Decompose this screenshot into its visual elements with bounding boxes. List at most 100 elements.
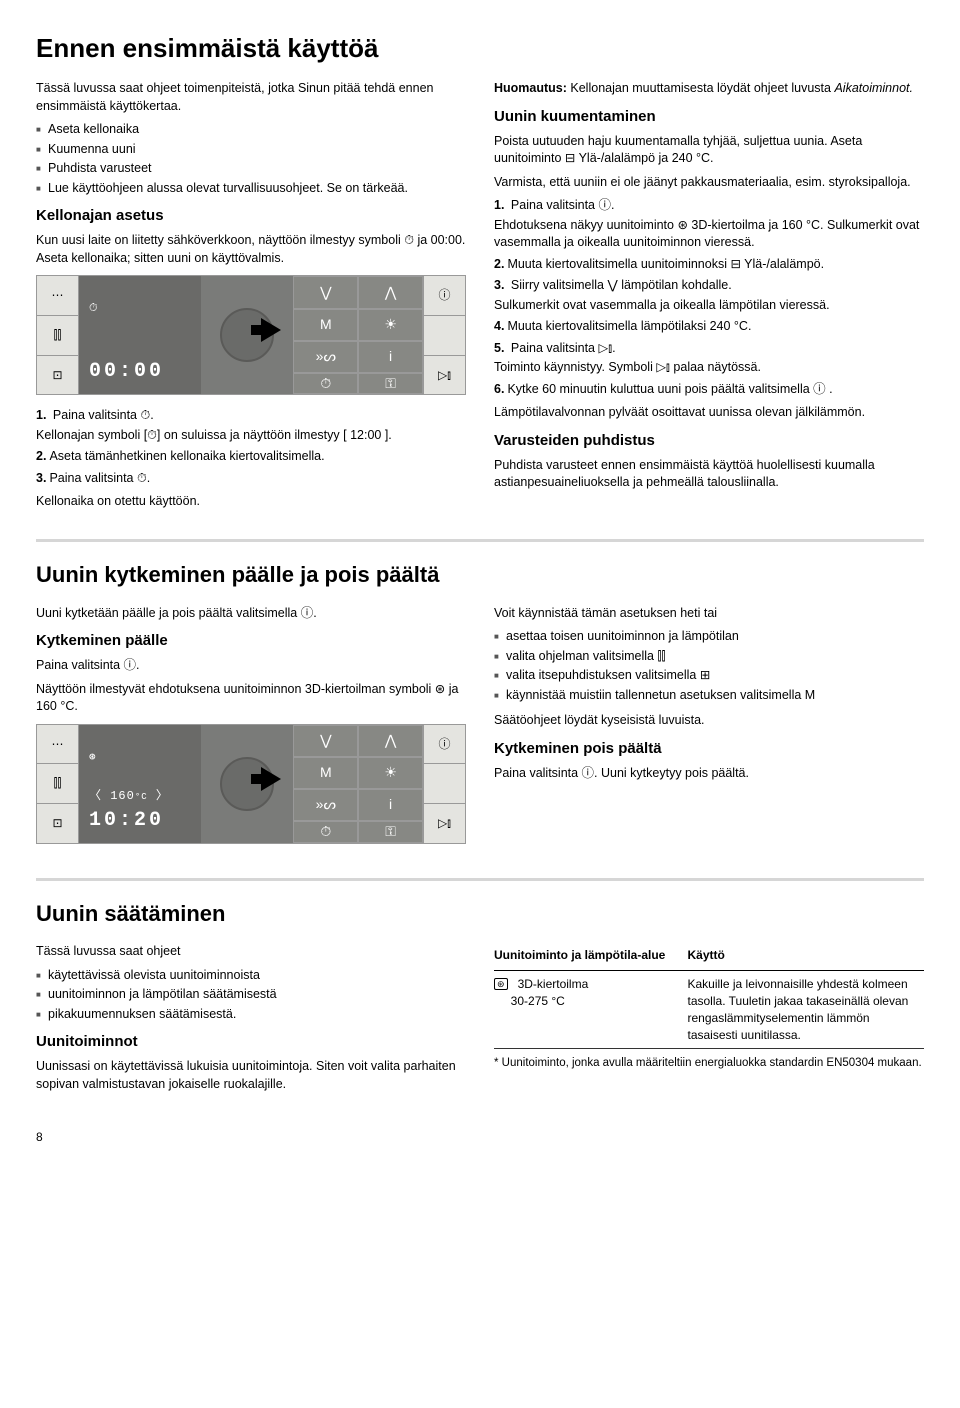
step-sub: Ehdotuksena näkyy uunitoiminto ⊛ 3D-kier… xyxy=(494,217,924,252)
step: Aseta tämänhetkinen kellonaika kiertoval… xyxy=(36,448,466,466)
panel-btn-blank xyxy=(424,316,465,356)
control-panel-1: ⋯ ⫿⫿ ⊡ ⏱ 00:00 ⋁ ⋀ M ☀ »ᔕ i ⏱ xyxy=(36,275,466,395)
up-icon: ⋀ xyxy=(358,725,423,757)
varust-p: Puhdista varusteet ennen ensimmäistä käy… xyxy=(494,457,924,492)
fan-icon: ⊛ xyxy=(89,751,96,766)
m-icon: M xyxy=(293,309,358,341)
p-kello: Kun uusi laite on liitetty sähköverkkoon… xyxy=(36,232,466,267)
bullet: käynnistää muistiin tallennetun asetukse… xyxy=(494,687,924,705)
panel-btn-prog: ⫿⫿ xyxy=(37,764,78,804)
step: Paina valitsinta ⏱. Kellonajan symboli [… xyxy=(36,407,466,444)
control-panel-2: ⋯ ⫿⫿ ⊡ ⊛ 〈 160°C 〉 10:20 ⋁ ⋀ M ☀ »ᔕ xyxy=(36,724,466,844)
step-text: Siirry valitsimella ⋁ lämpötilan kohdall… xyxy=(511,278,732,292)
bullet: uunitoiminnon ja lämpötilan säätämisestä xyxy=(36,986,466,1004)
step-text: Paina valitsinta ⓘ. xyxy=(511,198,615,212)
up-icon: ⋀ xyxy=(358,276,423,308)
step-text: Paina valitsinta ⏱. xyxy=(53,408,154,422)
heading-on: Kytkeminen päälle xyxy=(36,630,466,651)
panel2-time: 10:20 xyxy=(89,807,191,835)
panel1-time: 00:00 xyxy=(89,358,191,386)
step: Paina valitsinta ⓘ. Ehdotuksena näkyy uu… xyxy=(494,197,924,252)
bullet: Aseta kellonaika xyxy=(36,121,466,139)
s1-intro: Tässä luvussa saat ohjeet toimenpiteistä… xyxy=(36,80,466,115)
step: Muuta kiertovalitsimella lämpötilaksi 24… xyxy=(494,318,924,336)
panel-btn-clean: ⊡ xyxy=(37,356,78,395)
section3-title: Uunin säätäminen xyxy=(36,899,924,930)
mode-icon: ⊛ xyxy=(494,978,508,990)
th-use: Käyttö xyxy=(688,943,925,970)
bullet: Lue käyttöohjeen alussa olevat turvallis… xyxy=(36,180,466,198)
section1-title: Ennen ensimmäistä käyttöä xyxy=(36,30,924,66)
info-icon: i xyxy=(358,341,423,373)
page-number: 8 xyxy=(36,1129,924,1146)
func-p: Uunissasi on käytettävissä lukuisia uuni… xyxy=(36,1058,466,1093)
heading-varusteiden: Varusteiden puhdistus xyxy=(494,430,924,451)
s3-bullets: käytettävissä olevista uunitoiminnoista … xyxy=(36,967,466,1024)
table-row: ⊛ 3D-kiertoilma 30-275 °C Kakuille ja le… xyxy=(494,971,924,1049)
panel-btn-clean: ⊡ xyxy=(37,804,78,843)
panel-btn-menu: ⋯ xyxy=(37,725,78,765)
heading-off: Kytkeminen pois päältä xyxy=(494,738,924,759)
off-p: Paina valitsinta ⓘ. Uuni kytkeytyy pois … xyxy=(494,765,924,783)
step: Kytke 60 minuutin kuluttua uuni pois pää… xyxy=(494,381,924,399)
p-after-steps: Kellonaika on otettu käyttöön. xyxy=(36,493,466,511)
down-icon: ⋁ xyxy=(293,276,358,308)
key-icon: ⚿ xyxy=(358,821,423,843)
step: Siirry valitsimella ⋁ lämpötilan kohdall… xyxy=(494,277,924,314)
panel-btn-power: ⓘ xyxy=(424,276,465,316)
clock-icon: ⏱ xyxy=(293,373,358,395)
panel-btn-blank xyxy=(424,764,465,804)
heading-kellonajan: Kellonajan asetus xyxy=(36,205,466,226)
s1-bullets: Aseta kellonaika Kuumenna uuni Puhdista … xyxy=(36,121,466,197)
right-p2: Säätöohjeet löydät kyseisistä luvuista. xyxy=(494,712,924,730)
step-sub: Kellonajan symboli [⏱] on suluissa ja nä… xyxy=(36,427,466,445)
steps-kuum: Paina valitsinta ⓘ. Ehdotuksena näkyy uu… xyxy=(494,197,924,398)
mode-range: 30-275 °C xyxy=(511,994,565,1008)
section2-title: Uunin kytkeminen päälle ja pois päältä xyxy=(36,560,924,591)
mode-name: 3D-kiertoilma xyxy=(518,977,589,991)
panel-btn-power: ⓘ xyxy=(424,725,465,765)
light-icon: ☀ xyxy=(358,757,423,789)
right-p1: Voit käynnistää tämän asetuksen heti tai xyxy=(494,605,924,623)
m-icon: M xyxy=(293,757,358,789)
mode-desc: Kakuille ja leivonnaisille yhdestä kolme… xyxy=(688,971,925,1049)
bullet: Kuumenna uuni xyxy=(36,141,466,159)
clock-icon: ⏱ xyxy=(293,821,358,843)
step: Paina valitsinta ▷⫾. Toiminto käynnistyy… xyxy=(494,340,924,377)
on-p2: Näyttöön ilmestyvät ehdotuksena uunitoim… xyxy=(36,681,466,716)
bullet: valita ohjelman valitsimella ⫿⫿ xyxy=(494,648,924,666)
bullet: käytettävissä olevista uunitoiminnoista xyxy=(36,967,466,985)
s2-intro: Uuni kytketään päälle ja pois päältä val… xyxy=(36,605,466,623)
key-icon: ⚿ xyxy=(358,373,423,395)
note-em: Aikatoiminnot. xyxy=(834,81,913,95)
panel2-temp-row: 〈 160°C 〉 xyxy=(89,788,191,805)
heat-icon: »ᔕ xyxy=(293,789,358,821)
panel-btn-menu: ⋯ xyxy=(37,276,78,316)
arrow-indicator xyxy=(261,318,281,342)
heading-kuumentaminen: Uunin kuumentaminen xyxy=(494,106,924,127)
bullet: pikakuumennuksen säätämisestä. xyxy=(36,1006,466,1024)
on-p1: Paina valitsinta ⓘ. xyxy=(36,657,466,675)
step-text: Paina valitsinta ▷⫾. xyxy=(511,341,616,355)
bullet: asettaa toisen uunitoiminnon ja lämpötil… xyxy=(494,628,924,646)
step-sub: Sulkumerkit ovat vasemmalla ja oikealla … xyxy=(494,297,924,315)
section-divider xyxy=(36,539,924,542)
bullet: valita itsepuhdistuksen valitsimella ⊞ xyxy=(494,667,924,685)
footnote: * Uunitoiminto, jonka avulla määriteltii… xyxy=(494,1055,924,1071)
kuum-p2: Varmista, että uuniin ei ole jäänyt pakk… xyxy=(494,174,924,192)
down-icon: ⋁ xyxy=(293,725,358,757)
step: Muuta kiertovalitsimella uunitoiminnoksi… xyxy=(494,256,924,274)
function-table: Uunitoiminto ja lämpö­tila-alue Käyttö ⊛… xyxy=(494,943,924,1049)
panel-btn-start: ▷⫾ xyxy=(424,804,465,843)
light-icon: ☀ xyxy=(358,309,423,341)
note-text: Kellonajan muuttamisesta löydät ohjeet l… xyxy=(567,81,835,95)
th-mode: Uunitoiminto ja lämpö­tila-alue xyxy=(494,943,688,970)
arrow-indicator xyxy=(261,767,281,791)
step: Paina valitsinta ⏱. xyxy=(36,470,466,488)
note: Huomautus: Kellonajan muuttamisesta löyd… xyxy=(494,80,924,98)
clock-icon: ⏱ xyxy=(89,302,98,317)
step-sub: Toiminto käynnistyy. Symboli ▷⫾ palaa nä… xyxy=(494,359,924,377)
panel-btn-start: ▷⫾ xyxy=(424,356,465,395)
kuum-after: Lämpötilavalvonnan pylväät osoittavat uu… xyxy=(494,404,924,422)
panel-btn-prog: ⫿⫿ xyxy=(37,316,78,356)
